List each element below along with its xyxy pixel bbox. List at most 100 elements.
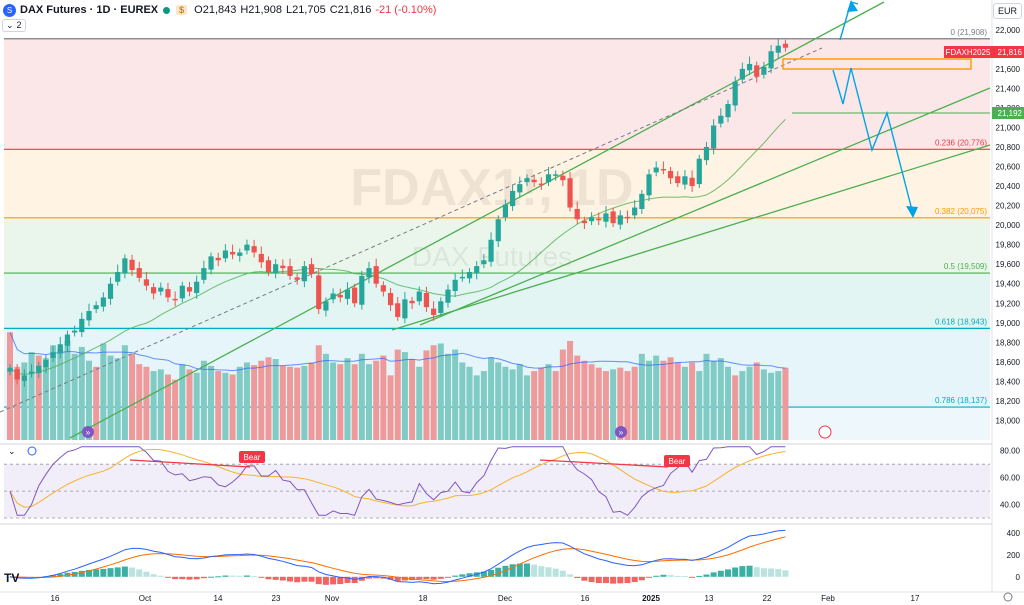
- candle-body: [301, 266, 307, 282]
- candle-body: [316, 275, 322, 310]
- chevron-down-icon: ⌄: [6, 20, 14, 30]
- candle-body: [739, 68, 745, 80]
- candle-body: [660, 168, 666, 171]
- macd-histogram-bar: [710, 572, 717, 577]
- macd-histogram-bar: [330, 576, 337, 585]
- volume-bar: [330, 362, 337, 440]
- arrow-head-icon: [847, 0, 858, 12]
- price-tick-label: 18,800: [996, 338, 1021, 347]
- candle-body: [596, 218, 602, 221]
- candle-body: [50, 352, 56, 358]
- candle-body: [7, 367, 13, 372]
- price-tick-label: 19,400: [996, 280, 1021, 289]
- volume-bar: [243, 362, 250, 440]
- candle-body: [646, 174, 652, 196]
- symbol-title[interactable]: DAX Futures · 1D · EUREX: [20, 4, 159, 16]
- macd-histogram-bar: [373, 576, 380, 579]
- macd-histogram-bar: [107, 568, 114, 577]
- macd-histogram-bar: [559, 570, 566, 577]
- candle-body: [667, 170, 674, 179]
- candle-body: [21, 375, 27, 381]
- event-icon: »: [615, 426, 627, 438]
- volume-bar: [85, 360, 92, 440]
- candle-body: [14, 369, 20, 380]
- trendline: [419, 87, 991, 326]
- fib-zone: [4, 149, 990, 218]
- volume-bar: [466, 366, 473, 440]
- candle-body: [466, 272, 473, 279]
- candle-body: [711, 125, 717, 149]
- macd-histogram-bar: [674, 575, 681, 577]
- last-price-tag: 21,816: [998, 48, 1023, 57]
- dividend-icon: [818, 425, 832, 439]
- volume-bar: [574, 355, 581, 440]
- candle-body: [431, 308, 437, 315]
- projection-path: [832, 67, 852, 105]
- candle-body: [754, 65, 760, 77]
- candle-body: [725, 104, 731, 118]
- price-tag-symbol: FDAXH2025: [946, 48, 991, 57]
- candle-body: [510, 190, 516, 207]
- candle-body: [194, 281, 200, 293]
- currency-selector[interactable]: EUR: [992, 3, 1022, 19]
- candle-body: [768, 51, 774, 69]
- candle-body: [308, 264, 315, 274]
- macd-histogram-bar: [782, 570, 789, 577]
- volume-bar: [78, 346, 85, 440]
- candle-body: [387, 293, 394, 306]
- volume-bar: [186, 369, 193, 440]
- candle-body: [632, 207, 638, 216]
- settings-gear-icon: [1003, 592, 1013, 602]
- indicators-toggle[interactable]: ⌄ 2: [2, 19, 26, 32]
- price-tag-bg: [992, 46, 1024, 58]
- macd-histogram-bar: [495, 567, 502, 577]
- volume-bar: [150, 371, 157, 440]
- event-icon: »: [82, 426, 94, 438]
- volume-bar: [538, 367, 545, 440]
- macd-histogram-bar: [638, 576, 645, 581]
- candle-body: [294, 277, 300, 280]
- rsi-tick-label: 60.00: [1000, 474, 1021, 483]
- volume-bar: [681, 366, 688, 440]
- candle-body: [229, 251, 236, 255]
- candle-body: [258, 253, 264, 263]
- candle-body: [86, 311, 92, 321]
- volume-bar: [42, 358, 49, 440]
- rsi-line: [9, 446, 786, 516]
- macd-histogram-bar: [265, 576, 272, 580]
- macd-histogram-bar: [251, 576, 258, 578]
- macd-histogram-bar: [732, 567, 739, 577]
- event-icon-circle: [82, 426, 94, 438]
- candle-body: [610, 211, 616, 224]
- volume-bar: [602, 371, 609, 440]
- macd-histogram-bar: [164, 576, 171, 578]
- volume-bar: [387, 375, 394, 440]
- candle-body: [100, 297, 106, 307]
- candle-body: [732, 81, 738, 106]
- macd-histogram-bar: [193, 576, 200, 580]
- price-tag-bg: [992, 107, 1024, 119]
- candle-body: [251, 246, 257, 253]
- macd-histogram-bar: [509, 564, 516, 577]
- volume-bar: [480, 371, 487, 440]
- candle-body: [373, 266, 379, 284]
- macd-histogram-bar: [574, 576, 581, 578]
- candle-body: [560, 175, 566, 181]
- volume-bar: [531, 371, 538, 440]
- symbol-logo-icon: S: [3, 3, 16, 17]
- macd-histogram-bar: [703, 574, 710, 577]
- macd-histogram-bar: [717, 570, 724, 577]
- candle-body: [64, 334, 71, 346]
- divergence-line: [539, 459, 669, 468]
- volume-bar: [653, 355, 660, 440]
- macd-histogram-bar: [552, 568, 559, 577]
- candle-body: [545, 174, 552, 183]
- volume-bar: [143, 366, 150, 440]
- candle-body: [244, 244, 250, 251]
- candle-body: [201, 268, 207, 280]
- volume-bar: [322, 353, 329, 440]
- volume-bar: [71, 353, 78, 440]
- volume-bar: [64, 340, 71, 440]
- volume-bar: [409, 359, 416, 440]
